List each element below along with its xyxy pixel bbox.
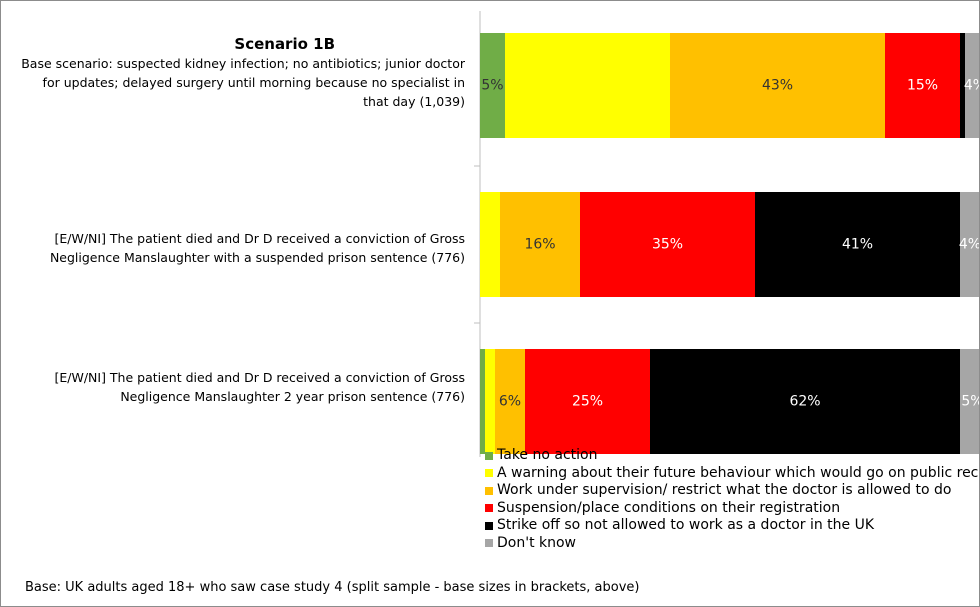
legend: Take no action A warning about their futu… (485, 447, 980, 553)
bar-segment (525, 349, 650, 454)
bar-segment (670, 33, 885, 138)
legend-swatch (485, 521, 493, 530)
legend-label: A warning about their future behaviour w… (497, 464, 980, 481)
bar-segment (495, 349, 525, 454)
legend-swatch (485, 504, 493, 513)
bar-segment (755, 192, 960, 297)
bar-segment (480, 33, 505, 138)
category-label: [E/W/NI] The patient died and Dr D recei… (54, 370, 465, 404)
legend-item: Work under supervision/ restrict what th… (485, 482, 979, 500)
bar-segment (885, 33, 960, 138)
data-label: 4% (964, 78, 979, 94)
data-label: 62% (789, 394, 820, 410)
bar-segment (500, 192, 580, 297)
bar-segment (960, 192, 979, 297)
legend-label: Suspension/place conditions on their reg… (497, 499, 841, 516)
bar-segment (960, 349, 979, 454)
legend-item: Suspension/place conditions on their reg… (485, 499, 979, 518)
bar-segment (480, 349, 485, 454)
category-label: Base scenario: suspected kidney infectio… (21, 56, 465, 109)
legend-label: Work under supervision/ restrict what th… (497, 482, 952, 498)
chart-title: Scenario 1B (234, 35, 335, 53)
legend-item: Strike off so not allowed to work as a d… (485, 517, 979, 535)
data-label: 5% (481, 78, 503, 94)
bar-segment (960, 33, 965, 138)
data-label: 4% (959, 237, 979, 253)
legend-item: Take no action (485, 447, 979, 465)
legend-swatch (485, 486, 493, 495)
data-label: 16% (524, 237, 555, 253)
legend-swatch (485, 539, 493, 548)
legend-label: Don't know (497, 534, 577, 551)
bar-segment (580, 192, 755, 297)
legend-swatch (485, 451, 493, 460)
bar-segment (480, 192, 500, 297)
bar-segment (650, 349, 960, 454)
bar-segment (485, 349, 495, 454)
legend-item: A warning about their future behaviour w… (485, 464, 980, 483)
legend-label: Strike off so not allowed to work as a d… (497, 517, 875, 533)
legend-item: Don't know (485, 534, 979, 553)
category-label: [E/W/NI] The patient died and Dr D recei… (49, 231, 465, 265)
data-label: 5% (961, 394, 979, 410)
bar-segment (965, 33, 979, 138)
legend-swatch (485, 469, 493, 478)
bar-segment (505, 33, 670, 138)
legend-label: Take no action (497, 447, 598, 463)
data-label: 25% (572, 394, 603, 410)
data-label: 6% (499, 394, 521, 410)
data-label: 43% (762, 78, 793, 94)
data-label: 41% (842, 237, 873, 253)
data-label: 35% (652, 237, 683, 253)
note: Base: UK adults aged 18+ who saw case st… (25, 580, 640, 595)
data-label: 15% (907, 78, 938, 94)
